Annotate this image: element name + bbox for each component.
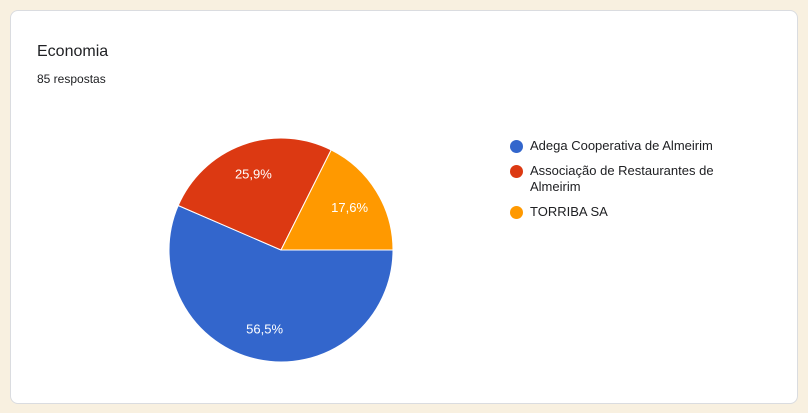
pie-slice-1[interactable] <box>168 205 394 363</box>
legend-label: Adega Cooperativa de Almeirim <box>530 138 713 153</box>
pie-slice-2[interactable] <box>177 137 332 251</box>
pie-slice-percentage-label: 25,9% <box>235 167 272 182</box>
chart-legend: Adega Cooperativa de Almeirim Associação … <box>510 138 735 229</box>
legend-item-3: TORRIBA SA <box>510 204 735 220</box>
legend-color-dot <box>510 139 523 153</box>
question-title: Economia <box>37 43 109 60</box>
pie-slice-3[interactable] <box>280 149 394 251</box>
responses-count: 85 respostas <box>37 72 106 86</box>
question-summary-card: Economia 85 respostas 56,5% 25,9% 17,6% Ad… <box>10 10 798 404</box>
pie-slice-percentage-label: 56,5% <box>246 322 283 337</box>
pie-chart: 56,5% 25,9% 17,6% <box>168 137 394 363</box>
legend-label: TORRIBA SA <box>530 204 608 219</box>
legend-item-1: Adega Cooperativa de Almeirim <box>510 138 735 154</box>
legend-item-2: Associação de Restaurantes de Almeirim <box>510 163 735 195</box>
legend-color-dot <box>510 164 523 178</box>
pie-slice-percentage-label: 17,6% <box>331 200 368 215</box>
legend-color-dot <box>510 205 523 219</box>
legend-label: Associação de Restaurantes de Almeirim <box>530 163 714 194</box>
